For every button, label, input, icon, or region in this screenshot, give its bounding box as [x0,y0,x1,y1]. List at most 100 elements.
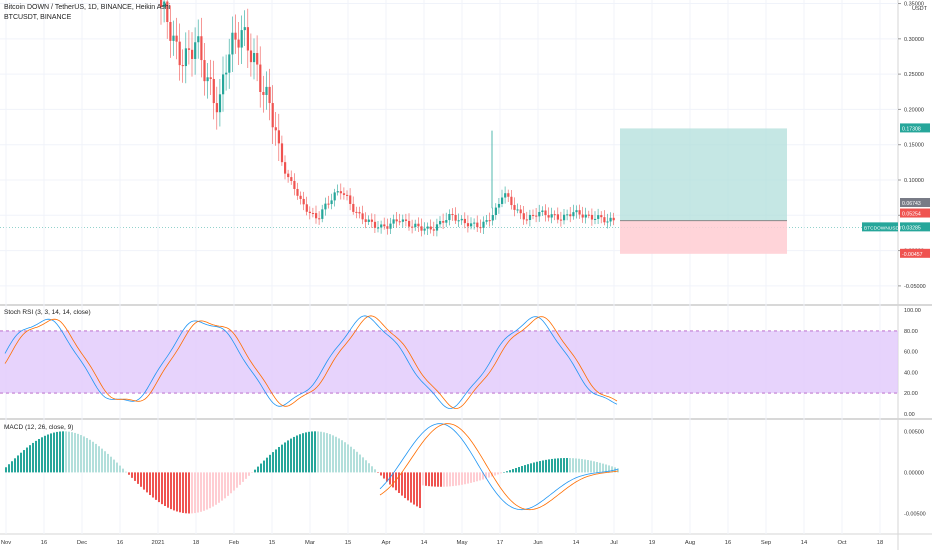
time-axis-label: Oct [837,540,846,546]
candle-body [274,127,277,131]
candle-body [448,213,451,221]
macd-bar [251,472,253,473]
time-axis-label: 19 [649,540,655,546]
target-zone[interactable] [620,128,787,221]
macd-histogram [5,431,619,514]
macd-bar [593,461,595,473]
candle-body [404,219,408,221]
stoch-axis-label: 80.00 [904,329,918,335]
candle-body [342,193,346,195]
macd-bar [335,436,337,473]
macd-bar [482,472,484,480]
price-axis-label: 0.35000 [904,2,924,8]
time-axis[interactable]: Nov 16 Dec 16 2021 18 Feb 15 Mar 15 Apr 14 May 17 Jun 1… [1,540,883,546]
macd-bar [545,459,547,473]
macd-bar [605,464,607,473]
macd-bar [59,431,61,473]
position-tag-1: 0.06743 [902,201,921,207]
macd-bar [122,468,124,473]
macd-bar [62,431,64,473]
stoch-axis-label: 60.00 [904,350,918,356]
candle-body [569,214,572,217]
candle-body [491,215,494,221]
macd-bar [431,472,433,487]
macd-bar [44,435,46,473]
candle-body [432,229,435,231]
macd-bar [71,432,73,473]
candle-body [243,27,246,31]
macd-bar [503,472,505,473]
macd-bar [14,458,16,473]
candle-body [324,203,327,210]
macd-bar [143,472,145,490]
macd-bar [356,451,358,473]
macd-bar [572,458,574,473]
candle-body [528,214,532,220]
candle-body [420,226,423,231]
position-tag-2: 0.05254 [902,212,921,218]
candle-body [522,213,525,220]
macd-bar [443,472,445,487]
candle-body [212,78,215,104]
macd-bar [350,446,352,473]
candle-body [222,74,225,95]
macd-bar [53,432,55,473]
macd-bar [611,466,613,473]
stoch-rsi-pane[interactable] [0,315,898,409]
macd-bar [347,444,349,473]
stoch-pane-label: Stoch RSI (3, 3, 14, 14, close) [4,309,91,316]
macd-bar [587,460,589,473]
macd-bar [203,472,205,511]
candle-body [200,36,203,61]
macd-bar [341,440,343,473]
macd-bar [278,446,280,473]
time-axis-label: 2021 [152,540,165,546]
macd-bar [500,472,502,474]
macd-bar [305,432,307,473]
candle-body [559,219,563,221]
candle-body [401,219,404,222]
position-tool[interactable] [620,128,787,254]
candle-body [271,103,274,128]
macd-bar [41,437,43,473]
macd-bar [374,469,376,473]
target-tag: 0.17308 [902,126,921,132]
stop-zone[interactable] [620,220,787,254]
macd-bar [77,433,79,473]
time-axis-label: Jun [533,540,542,546]
macd-bar [89,439,91,473]
macd-bar [155,472,157,500]
time-axis-label: 17 [497,540,503,546]
macd-bar [92,441,94,473]
macd-pane[interactable] [5,423,619,514]
macd-bar [470,472,472,483]
price-axis-label: 0.30000 [904,37,924,43]
macd-bar [344,442,346,473]
candle-body [553,214,556,216]
candle-body [510,196,513,206]
macd-bar [272,452,274,473]
stop-tag: -0.00457 [902,252,923,258]
candle-body [473,222,476,224]
macd-bar [557,458,559,473]
candle-body [414,223,417,227]
candle-body [383,224,386,227]
macd-bar [206,472,208,510]
candle-body [346,194,349,196]
macd-bar [26,447,28,473]
candle-body [184,48,187,67]
candle-body [386,226,389,229]
candle-body [460,218,463,221]
last-price-tag: 0.03285 [902,225,921,231]
macd-bar [332,435,334,473]
macd-bar [113,459,115,473]
candle-body [516,209,519,211]
macd-bar [596,462,598,473]
candle-body [160,0,163,8]
macd-bar [599,462,601,473]
macd-bar [386,472,388,482]
macd-bar [464,472,466,485]
time-axis-label: Aug [685,540,695,546]
